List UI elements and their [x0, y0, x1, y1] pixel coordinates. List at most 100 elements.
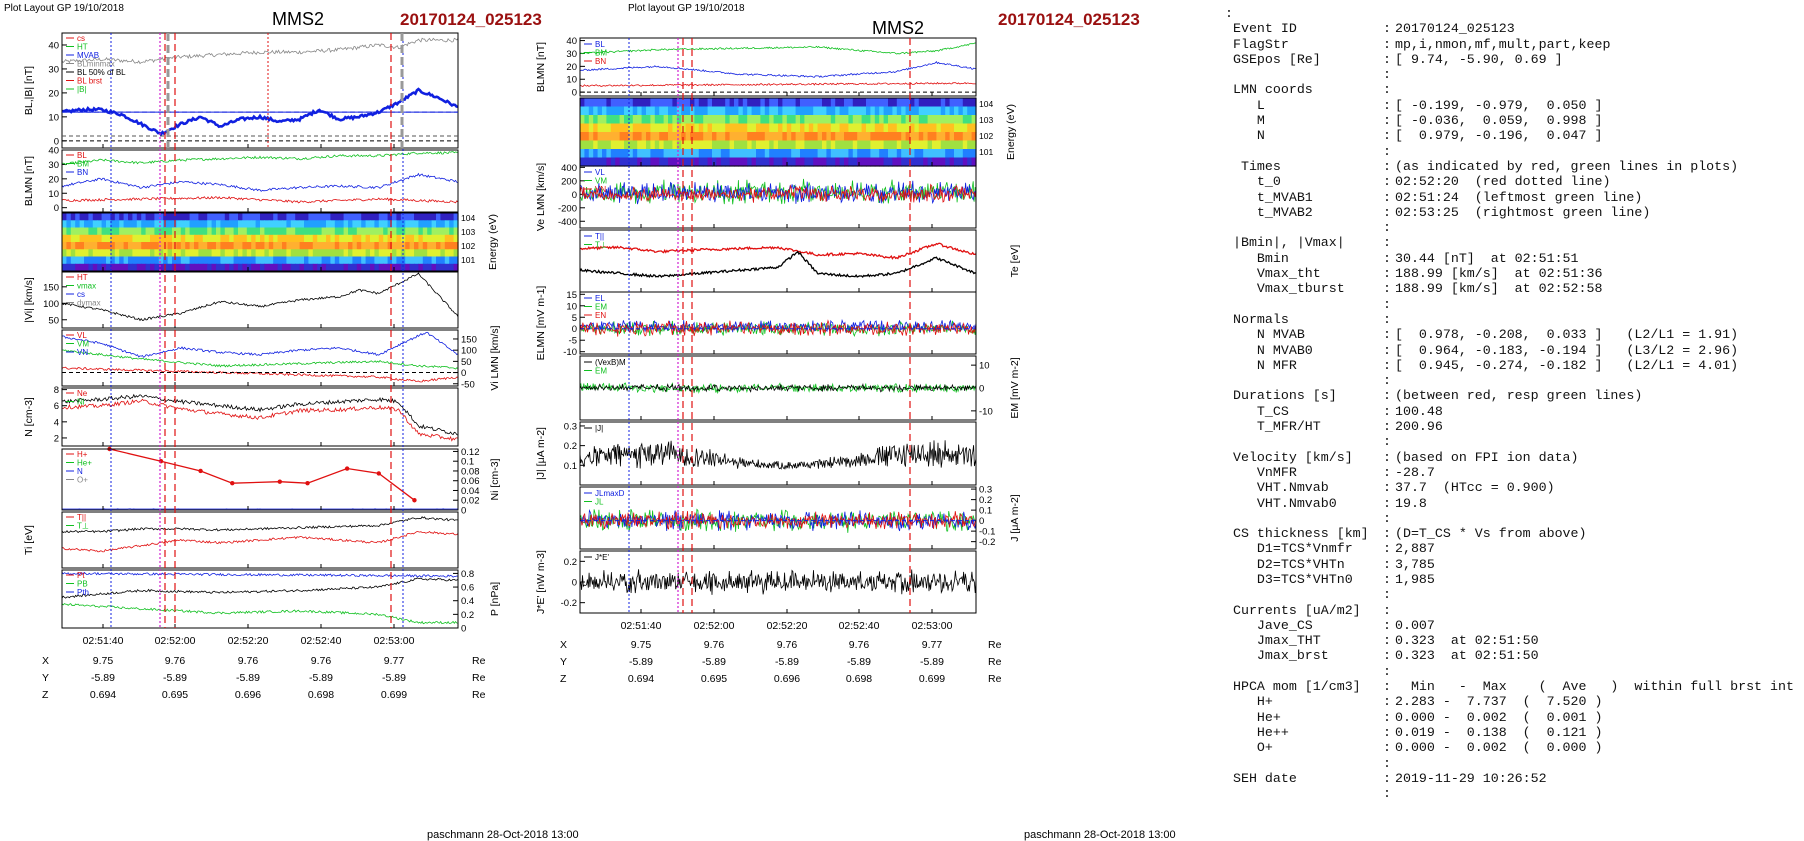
spectrogram-cell: [914, 106, 920, 116]
summary-separator: :: [1382, 556, 1391, 572]
spectrogram-cell: [945, 106, 951, 116]
summary-key: Normals: [1232, 311, 1289, 327]
spectrogram-cell: [422, 220, 428, 229]
spectrogram-cell: [672, 98, 678, 108]
summary-value: 188.99 [km/s] at 02:51:36: [1394, 266, 1603, 282]
spectrogram-cell: [703, 132, 709, 142]
spectrogram-cell: [668, 149, 673, 159]
y-axis-label: ELMN [mV m-1]: [535, 286, 547, 361]
series-line: [61, 195, 459, 204]
spectrogram-cell: [857, 157, 863, 167]
spectrogram-cell: [264, 263, 270, 272]
spectrogram-cell: [593, 115, 599, 125]
spectrogram-cell: [312, 220, 318, 229]
spectrogram-cell: [628, 132, 634, 142]
spectrogram-cell: [852, 157, 858, 167]
spectrogram-cell: [822, 149, 827, 159]
spectrogram-cell: [92, 227, 98, 236]
spectrogram-cell: [676, 115, 682, 125]
spectrogram-cell: [725, 123, 731, 133]
spectrogram-cell: [326, 227, 331, 236]
spectrogram-cell: [694, 157, 700, 167]
spectrogram-cell: [378, 213, 384, 221]
spectrogram-cell: [110, 249, 116, 258]
spectrogram-cell: [610, 132, 616, 142]
spectrogram-cell: [290, 242, 296, 250]
spectrogram-cell: [119, 213, 125, 221]
spectrogram-cell: [378, 256, 384, 265]
spectrogram-cell: [852, 115, 858, 125]
orbit-label: Z: [42, 689, 49, 701]
data-point: [305, 480, 310, 486]
spectrogram-cell: [817, 157, 823, 167]
spectrogram-cell: [795, 106, 801, 116]
spectrogram-cell: [304, 220, 309, 229]
panel-frame: [579, 229, 977, 293]
spectrogram-cell: [738, 106, 744, 116]
spectrogram-cell: [453, 263, 459, 272]
x-tick-label: 02:53:00: [912, 620, 953, 632]
spectrogram-cell: [786, 106, 792, 116]
spectrogram-cell: [641, 149, 647, 159]
spectrogram-cell: [694, 98, 700, 108]
spectrogram-cell: [207, 227, 213, 236]
spectrogram-cell: [84, 249, 89, 258]
spectrogram-cell: [822, 106, 827, 116]
spectrogram-cell: [238, 256, 243, 265]
spectrogram-cell: [110, 263, 116, 272]
spectrogram-cell: [431, 242, 437, 250]
spectrogram-cell: [361, 213, 367, 221]
spectrogram-cell: [92, 234, 98, 243]
spectrogram-cell: [954, 106, 959, 116]
spectrogram-cell: [180, 220, 186, 229]
spectrogram-cell: [246, 256, 252, 265]
series-line: [579, 320, 977, 338]
panel-frame: [61, 448, 459, 511]
spectrogram-cell: [176, 213, 182, 221]
spectrogram-cell: [119, 256, 125, 265]
spectrogram-cell: [888, 98, 893, 108]
spectrogram-cell: [277, 242, 283, 250]
orbit-value: 9.76: [777, 639, 798, 651]
spectrogram-cell: [782, 98, 788, 108]
summary-key: SEH date: [1232, 770, 1297, 786]
spectrogram-cell: [101, 249, 107, 258]
spectrogram-cell: [343, 234, 349, 243]
spectrogram-cell: [295, 227, 301, 236]
spectrogram-cell: [703, 123, 709, 133]
spectrogram-cell: [387, 242, 393, 250]
summary-value: 0.019 - 0.138 ( 0.121 ): [1394, 724, 1603, 740]
spectrogram-cell: [769, 123, 775, 133]
spectrogram-cell: [97, 227, 103, 236]
spectrogram-cell: [593, 106, 599, 116]
spectrogram-cell: [211, 213, 217, 221]
spectrogram-cell: [317, 220, 323, 229]
legend-entry: T⊥: [595, 241, 607, 250]
spectrogram-cell: [189, 227, 195, 236]
spectrogram-cell: [260, 263, 265, 272]
spectrogram-cell: [202, 227, 208, 236]
spectrogram-cell: [813, 149, 819, 159]
summary-separator: :: [1382, 311, 1391, 327]
spectrogram-cell: [782, 123, 788, 133]
spectrogram-cell: [246, 242, 252, 250]
right-footer: paschmann 28-Oct-2018 13:00: [1024, 829, 1176, 841]
spectrogram-cell: [339, 227, 345, 236]
spectrogram-cell: [370, 234, 375, 243]
spectrogram-cell: [370, 227, 375, 236]
spectrogram-cell: [681, 98, 687, 108]
spectrogram-cell: [813, 115, 819, 125]
spectrogram-cell: [339, 220, 345, 229]
spectrogram-cell: [756, 115, 761, 125]
spectrogram-cell: [707, 115, 713, 125]
spectrogram-cell: [914, 140, 920, 150]
spectrogram-cell: [949, 132, 955, 142]
spectrogram-cell: [194, 220, 199, 229]
spectrogram-cell: [883, 140, 889, 150]
spectrogram-cell: [751, 98, 757, 108]
summary-separator: :: [1382, 755, 1391, 771]
spectrogram-cell: [317, 234, 323, 243]
spectrogram-cell: [312, 249, 318, 258]
spectrogram-cell: [685, 140, 691, 150]
spectrogram-cell: [330, 256, 336, 265]
